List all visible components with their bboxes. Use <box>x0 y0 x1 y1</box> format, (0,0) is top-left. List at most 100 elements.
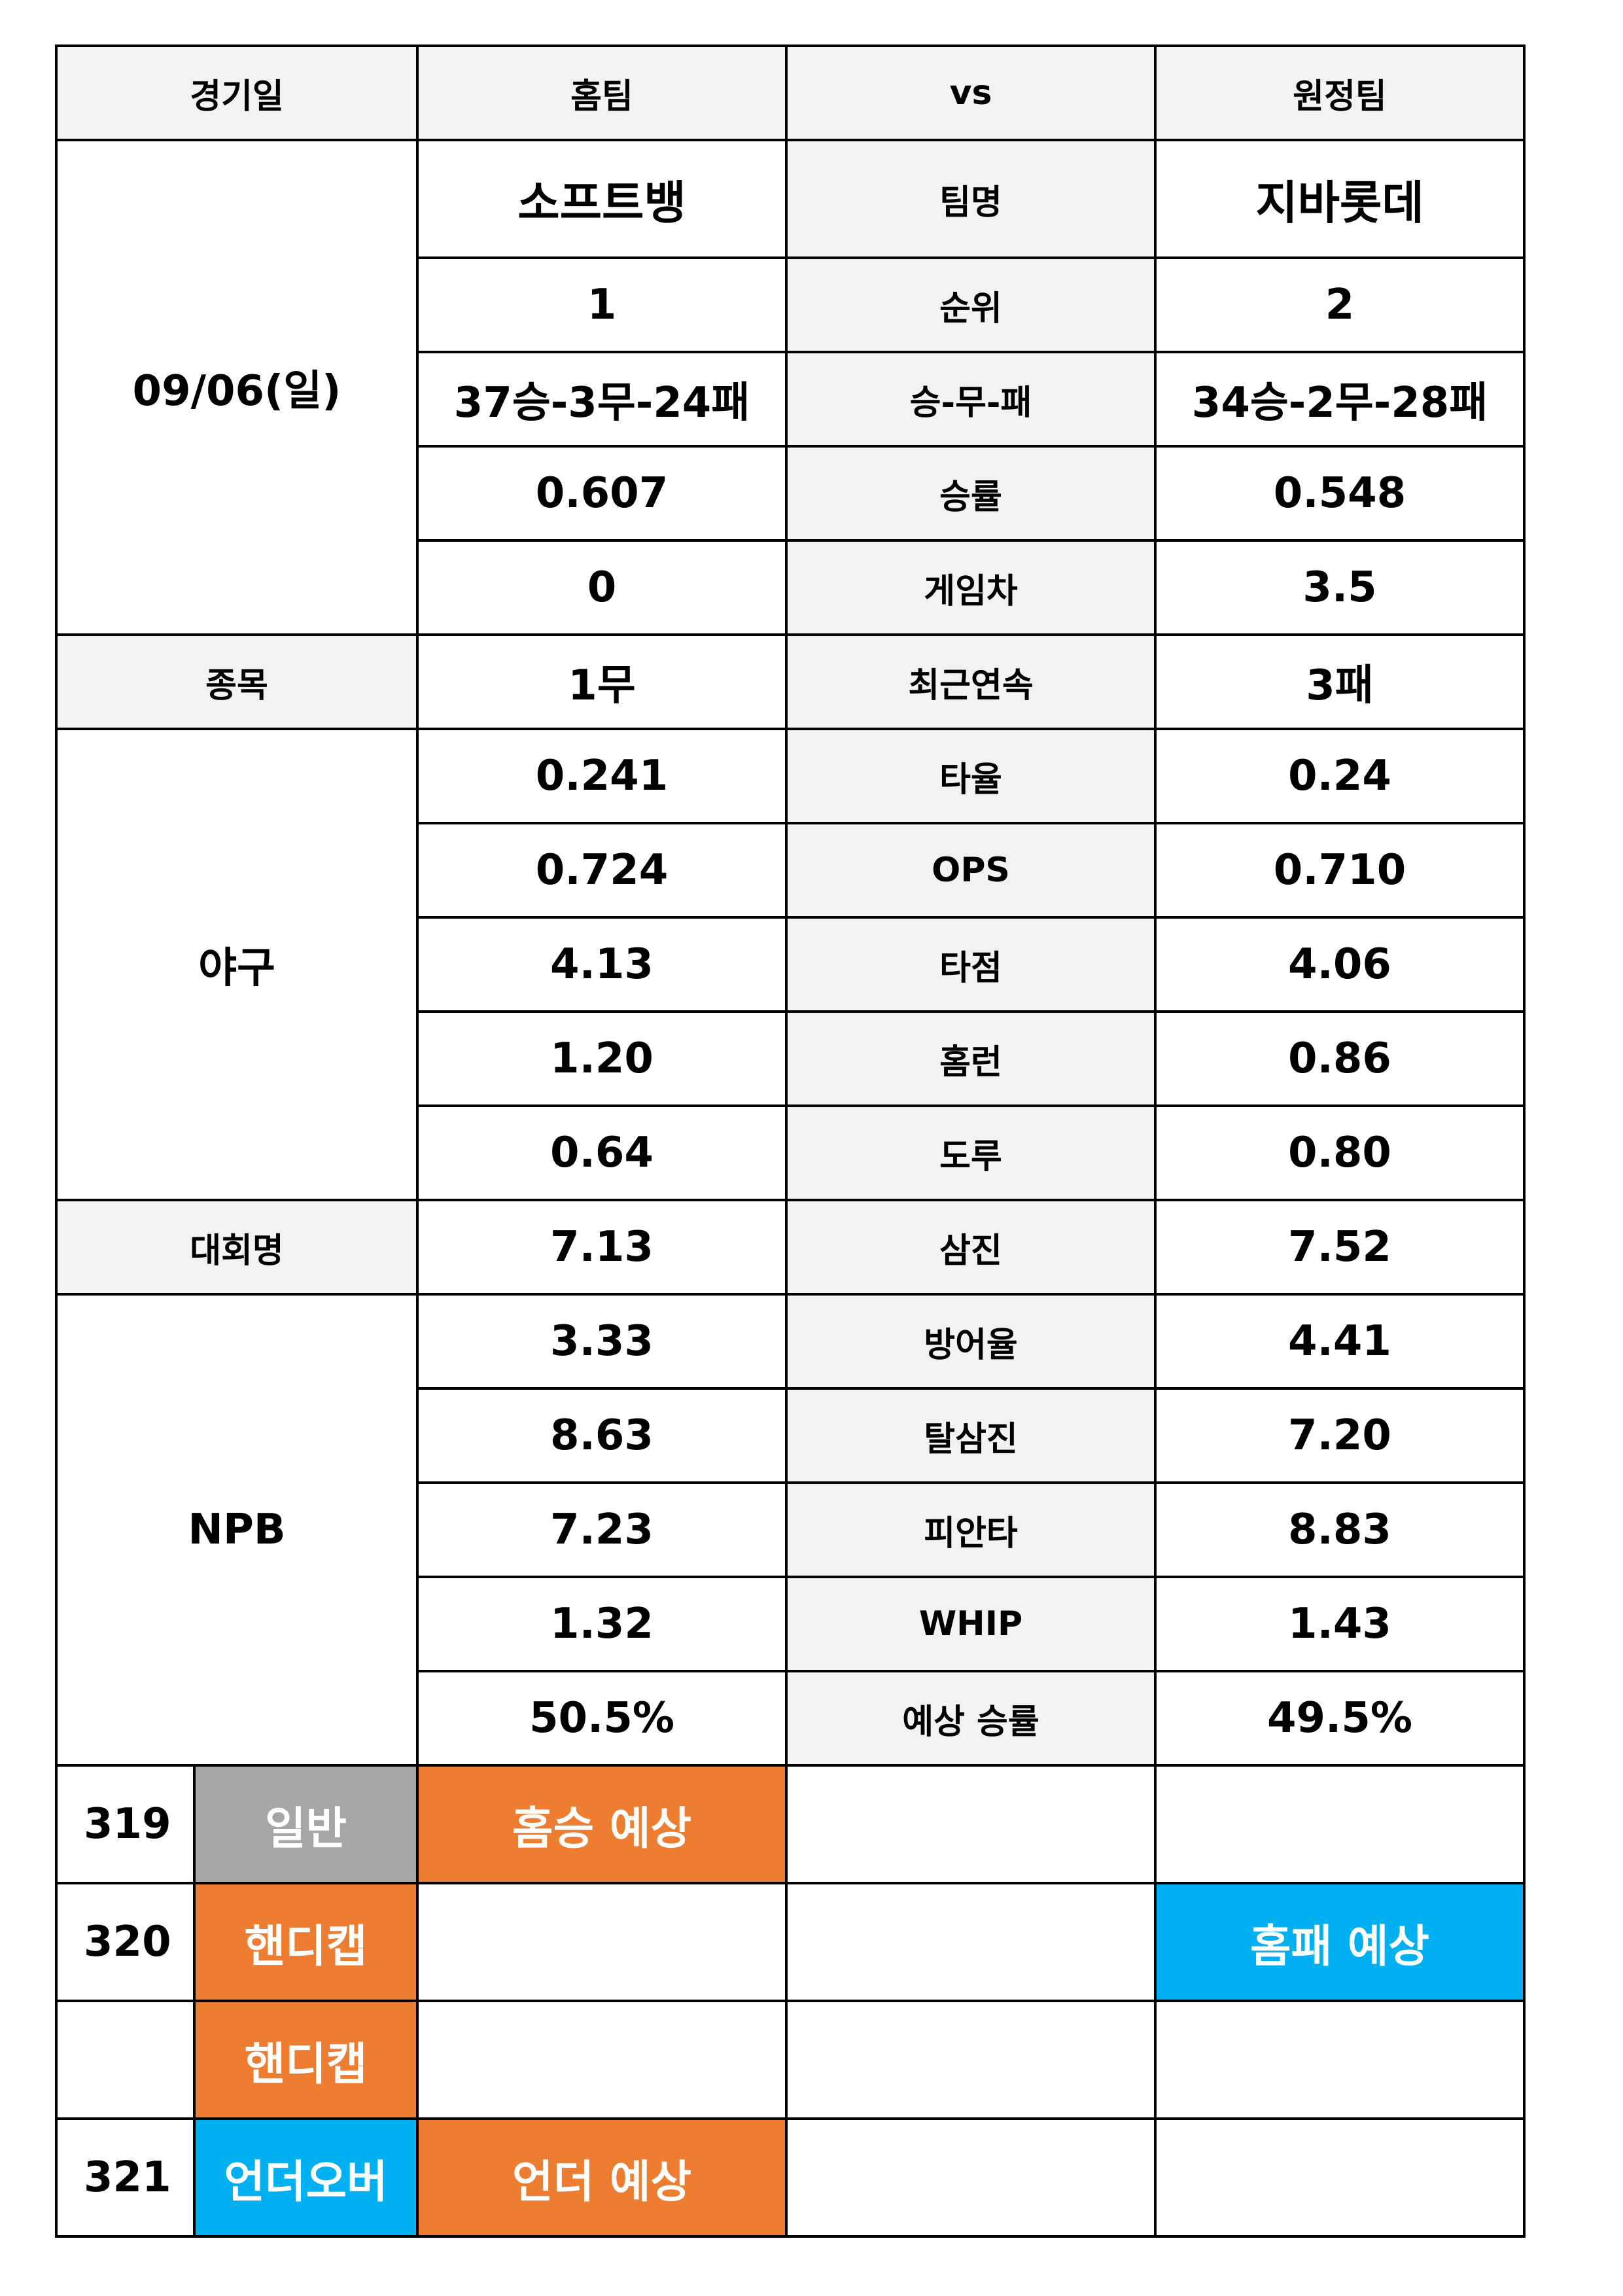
stat-label: 삼진 <box>785 1199 1157 1296</box>
date-header: 경기일 <box>55 44 419 141</box>
home-value: 1무 <box>416 633 788 730</box>
away-value: 4.06 <box>1154 916 1526 1013</box>
pick-row-321: 321 언더오버 언더 예상 <box>55 2117 1526 2238</box>
away-value: 0.24 <box>1154 728 1526 824</box>
home-value: 1.32 <box>416 1576 788 1672</box>
home-pick: 홈승 예상 <box>416 1764 788 1884</box>
home-value: 37승-3무-24패 <box>416 351 788 448</box>
away-value: 7.52 <box>1154 1199 1526 1296</box>
draw-pick <box>785 2000 1157 2120</box>
home-value: 1.20 <box>416 1010 788 1107</box>
stat-label: 타율 <box>785 728 1157 824</box>
home-value: 7.13 <box>416 1199 788 1296</box>
stat-row-games-behind: 0 게임차 3.5 <box>56 539 1526 636</box>
stat-row-expected-win-rate: 50.5% 예상 승률 49.5% <box>56 1670 1526 1767</box>
home-value: 0.64 <box>416 1104 788 1201</box>
stat-row-home-runs: 1.20 홈런 0.86 <box>56 1010 1526 1107</box>
stat-row-steals: 0.64 도루 0.80 <box>56 1104 1526 1201</box>
away-team-header: 원정팀 <box>1154 44 1526 141</box>
pick-number: 321 <box>55 2117 196 2238</box>
home-team-header: 홈팀 <box>416 44 788 141</box>
stat-label: 방어율 <box>785 1293 1157 1390</box>
stat-row-team-name: 09/06(일) 소프트뱅 팀명 지바롯데 <box>55 139 1526 636</box>
away-pick <box>1154 2117 1526 2238</box>
away-value: 49.5% <box>1154 1670 1526 1767</box>
away-value: 0.80 <box>1154 1104 1526 1201</box>
away-team-name: 지바롯데 <box>1154 139 1526 259</box>
stat-row-pitcher-strikeouts: 8.63 탈삼진 7.20 <box>56 1387 1526 1484</box>
stat-label: 게임차 <box>785 539 1157 636</box>
away-value: 4.41 <box>1154 1293 1526 1390</box>
home-value: 1 <box>416 256 788 353</box>
home-value: 0 <box>416 539 788 636</box>
pick-type-badge: 일반 <box>193 1764 419 1884</box>
header-row: 경기일 홈팀 vs 원정팀 <box>55 44 1526 141</box>
away-value: 0.710 <box>1154 822 1526 919</box>
away-value: 7.20 <box>1154 1387 1526 1484</box>
pick-row-320: 320 핸디캡 홈패 예상 <box>55 1882 1526 2002</box>
stat-label: 도루 <box>785 1104 1157 1201</box>
stat-row-record: 37승-3무-24패 승-무-패 34승-2무-28패 <box>56 351 1526 448</box>
stat-label: 최근연속 <box>785 633 1157 730</box>
home-team-name: 소프트뱅 <box>416 139 788 259</box>
stat-label: 승-무-패 <box>785 351 1157 448</box>
sport-label: 종목 <box>55 633 419 730</box>
home-value: 0.607 <box>416 445 788 542</box>
stat-row-ops: 0.724 OPS 0.710 <box>56 822 1526 919</box>
home-pick <box>416 1882 788 2002</box>
home-value: 7.23 <box>416 1481 788 1578</box>
away-value: 2 <box>1154 256 1526 353</box>
draw-pick <box>785 1764 1157 1884</box>
pick-number: 320 <box>55 1882 196 2002</box>
pick-number: 319 <box>55 1764 196 1884</box>
stat-row-rbi: 4.13 타점 4.06 <box>56 916 1526 1013</box>
away-value: 0.548 <box>1154 445 1526 542</box>
home-pick <box>416 2000 788 2120</box>
pick-row-handicap-2: 핸디캡 <box>55 2000 1526 2120</box>
stat-row-era: NPB 3.33 방어율 4.41 <box>55 1293 1526 1767</box>
pick-type-badge: 핸디캡 <box>193 1882 419 2002</box>
league-label: 대회명 <box>55 1199 419 1296</box>
home-value: 4.13 <box>416 916 788 1013</box>
stat-row-rank: 1 순위 2 <box>56 256 1526 353</box>
away-pick: 홈패 예상 <box>1154 1882 1526 2002</box>
away-pick <box>1154 1764 1526 1884</box>
away-value: 8.83 <box>1154 1481 1526 1578</box>
away-value: 1.43 <box>1154 1576 1526 1672</box>
away-value: 34승-2무-28패 <box>1154 351 1526 448</box>
stat-label: 타점 <box>785 916 1157 1013</box>
stat-label: 승률 <box>785 445 1157 542</box>
pick-number <box>55 2000 196 2120</box>
home-value: 3.33 <box>416 1293 788 1390</box>
stat-label: OPS <box>785 822 1157 919</box>
away-value: 0.86 <box>1154 1010 1526 1107</box>
pick-type-badge: 핸디캡 <box>193 2000 419 2120</box>
stat-label: 홈런 <box>785 1010 1157 1107</box>
stat-row-hits-allowed: 7.23 피안타 8.83 <box>56 1481 1526 1578</box>
draw-pick <box>785 1882 1157 2002</box>
home-value: 0.724 <box>416 822 788 919</box>
home-value: 50.5% <box>416 1670 788 1767</box>
league-name: NPB <box>55 1293 419 1767</box>
draw-pick <box>785 2117 1157 2238</box>
stat-label: 탈삼진 <box>785 1387 1157 1484</box>
home-value: 8.63 <box>416 1387 788 1484</box>
stat-label: 예상 승률 <box>785 1670 1157 1767</box>
stat-label: 피안타 <box>785 1481 1157 1578</box>
away-pick <box>1154 2000 1526 2120</box>
match-analysis-table: 경기일 홈팀 vs 원정팀 09/06(일) 소프트뱅 팀명 지바롯데 1 순위… <box>55 44 1526 2238</box>
stat-row-whip: 1.32 WHIP 1.43 <box>56 1576 1526 1672</box>
away-value: 3.5 <box>1154 539 1526 636</box>
stat-row-win-rate: 0.607 승률 0.548 <box>56 445 1526 542</box>
match-date: 09/06(일) <box>55 139 419 636</box>
stat-label: WHIP <box>785 1576 1157 1672</box>
stat-row-batting-avg: 야구 0.241 타율 0.24 <box>55 728 1526 1201</box>
home-pick: 언더 예상 <box>416 2117 788 2238</box>
stat-label: 팀명 <box>785 139 1157 259</box>
pick-type-badge: 언더오버 <box>193 2117 419 2238</box>
vs-header: vs <box>785 44 1157 141</box>
stat-label: 순위 <box>785 256 1157 353</box>
stat-row-strikeouts: 대회명 7.13 삼진 7.52 <box>55 1199 1526 1296</box>
sport-name: 야구 <box>55 728 419 1201</box>
stat-row-streak: 종목 1무 최근연속 3패 <box>55 633 1526 730</box>
